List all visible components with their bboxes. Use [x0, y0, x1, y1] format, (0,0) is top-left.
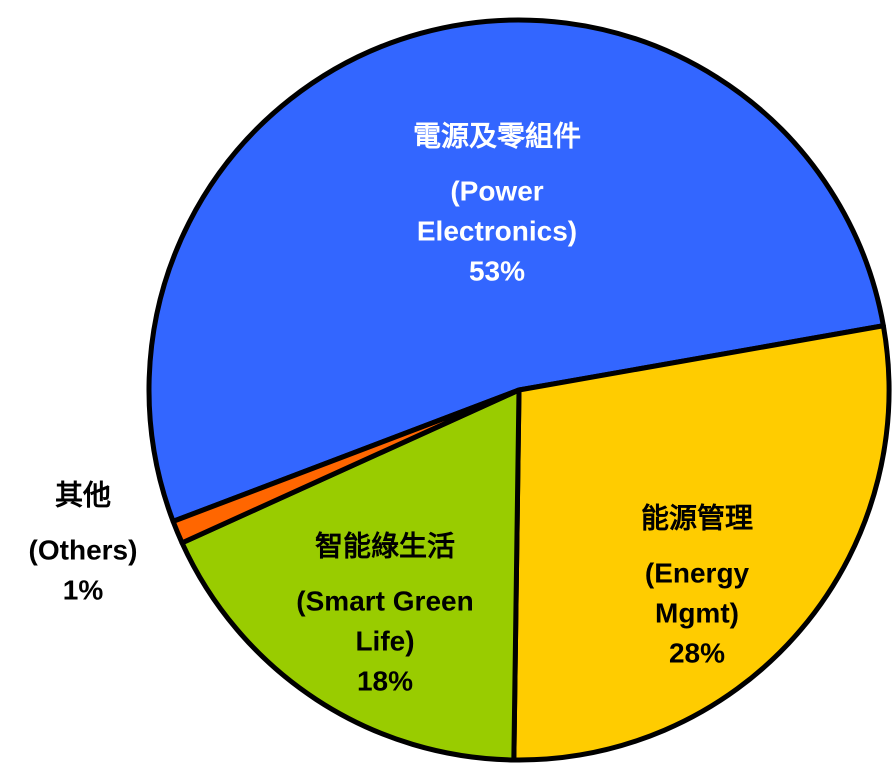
value-label: 18% [357, 665, 413, 696]
pie-slice [146, 17, 886, 524]
slice-label: (Energy [645, 557, 750, 588]
pie-slice [170, 387, 522, 546]
slice-label: Electronics) [417, 215, 577, 246]
slice-label: 能源管理 [641, 501, 753, 533]
slice-label: 電源及零組件 [413, 119, 581, 151]
value-label: 1% [63, 574, 104, 605]
slice-label: (Others) [29, 534, 138, 565]
slice-label: Mgmt) [655, 597, 739, 628]
pie-slice [179, 387, 522, 763]
slice-label: 其他 [55, 479, 111, 510]
value-label: 53% [469, 255, 525, 286]
slice-label: Life) [355, 625, 414, 656]
slice-label: 智能綠生活 [315, 530, 455, 561]
pie-slice [511, 323, 892, 763]
slice-label: (Smart Green [296, 585, 473, 616]
value-label: 28% [669, 637, 725, 668]
slice-label: (Power [450, 175, 543, 206]
